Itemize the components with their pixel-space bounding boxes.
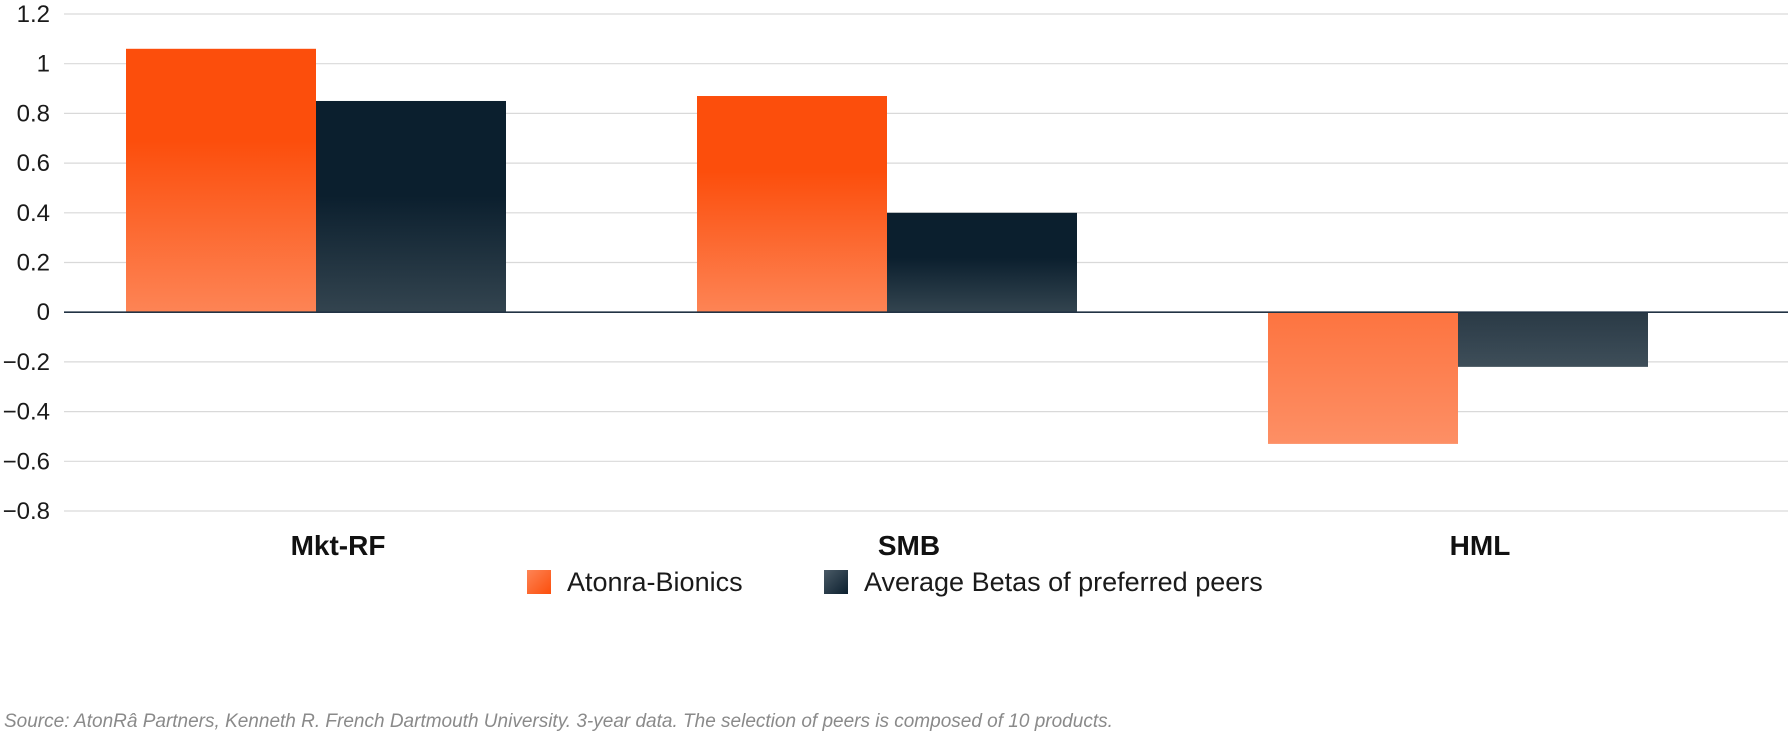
legend-swatch-atonra-bionics <box>527 570 551 594</box>
y-tick-label: −0.4 <box>3 399 50 426</box>
bars <box>126 48 1648 444</box>
bar-atonra-bionics-mkt-rf <box>126 48 316 313</box>
y-tick-label: 0.2 <box>17 250 50 277</box>
x-axis-category-labels: Mkt-RF SMB HML <box>291 530 1511 561</box>
legend-label-average-betas-of-preferred-peers: Average Betas of preferred peers <box>864 567 1263 597</box>
y-tick-label: 1 <box>37 51 50 78</box>
y-tick-label: 0.4 <box>17 200 50 227</box>
y-tick-label: 0 <box>37 299 50 326</box>
bar-atonra-bionics-smb <box>697 96 887 313</box>
category-label-hml: HML <box>1450 530 1511 561</box>
bar-average-betas-of-preferred-peers-mkt-rf <box>316 100 506 313</box>
y-tick-label: −0.2 <box>3 349 50 376</box>
category-label-mkt-rf: Mkt-RF <box>291 530 386 561</box>
y-tick-label: 1.2 <box>17 1 50 28</box>
legend: Atonra-Bionics Average Betas of preferred… <box>527 567 1263 597</box>
y-tick-label: −0.8 <box>3 498 50 525</box>
y-axis-tick-labels: 1.2 1 0.8 0.6 0.4 0.2 0 −0.2 −0.4 −0.6 −0.8 <box>3 1 50 525</box>
source-note: Source: AtonRâ Partners, Kenneth R. Fren… <box>4 711 1113 732</box>
legend-label-atonra-bionics: Atonra-Bionics <box>567 567 743 597</box>
y-tick-label: −0.6 <box>3 448 50 475</box>
legend-swatch-average-betas-of-preferred-peers <box>824 570 848 594</box>
bar-average-betas-of-preferred-peers-smb <box>887 212 1077 313</box>
y-tick-label: 0.6 <box>17 150 50 177</box>
bar-average-betas-of-preferred-peers-hml <box>1458 312 1648 367</box>
category-label-smb: SMB <box>878 530 940 561</box>
bar-atonra-bionics-hml <box>1268 312 1458 444</box>
y-tick-label: 0.8 <box>17 100 50 127</box>
